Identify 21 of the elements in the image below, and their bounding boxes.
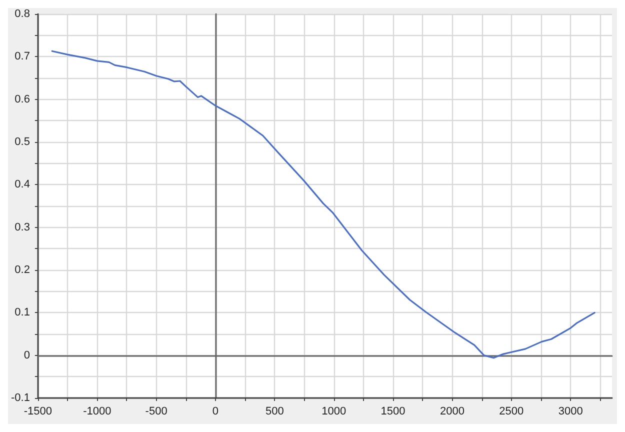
x-tick-label: 500 [265, 406, 284, 418]
y-tick-label: 0.2 [14, 264, 30, 276]
y-tick-label: 0.4 [14, 178, 30, 191]
x-tick-label: 1500 [380, 406, 406, 418]
x-tick-label: 2000 [440, 406, 464, 418]
x-tick-label: 0 [212, 406, 219, 418]
y-tick-label: 0.8 [14, 8, 30, 20]
line-series [51, 50, 596, 359]
x-tick-label: 3000 [558, 406, 583, 418]
y-tick-label: 0.3 [14, 221, 30, 234]
y-tick-label: -0.1 [10, 392, 30, 404]
x-tick-label: -1500 [24, 406, 52, 418]
x-tick-label: -500 [145, 406, 168, 418]
y-tick-label: 0.5 [14, 136, 30, 148]
y-tick-label: 0.1 [14, 306, 30, 319]
y-tick-label: 0 [24, 349, 30, 362]
y-tick-label: 0.7 [14, 50, 30, 63]
x-tick-label: 2500 [499, 406, 524, 418]
y-tick-label: 0.6 [14, 93, 30, 106]
x-tick-label: 1000 [322, 406, 346, 418]
x-tick-label: -1000 [83, 406, 112, 418]
